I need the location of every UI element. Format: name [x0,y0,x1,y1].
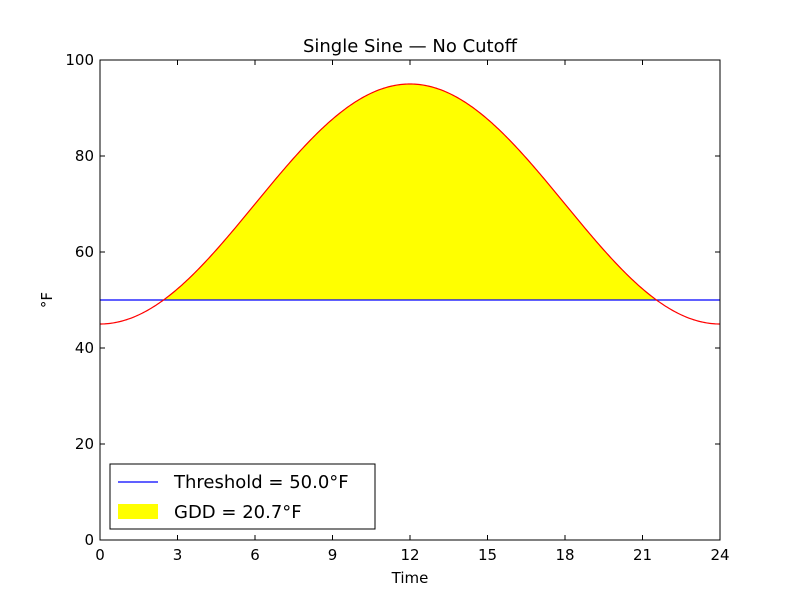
y-axis-label: °F [38,292,56,308]
x-tick-label: 6 [250,546,260,564]
y-tick-label: 40 [75,339,94,357]
legend-gdd-swatch [118,504,158,519]
x-tick-label: 18 [555,546,574,564]
legend-threshold-label: Threshold = 50.0°F [173,472,349,493]
chart-title: Single Sine — No Cutoff [303,36,518,57]
gdd-fill-area [163,84,657,300]
x-tick-label: 9 [328,546,338,564]
x-tick-label: 21 [633,546,652,564]
x-axis-ticks: 0 3 6 9 12 15 18 21 24 [95,60,730,564]
x-axis-label: Time [391,569,429,587]
legend-gdd-label: GDD = 20.7°F [174,502,302,523]
x-tick-label: 24 [710,546,729,564]
x-tick-label: 0 [95,546,105,564]
y-tick-label: 0 [84,531,94,549]
y-tick-label: 60 [75,243,94,261]
x-tick-label: 12 [400,546,419,564]
y-axis-ticks: 0 20 40 60 80 100 [65,51,720,549]
legend: Threshold = 50.0°F GDD = 20.7°F [109,463,376,530]
x-tick-label: 15 [478,546,497,564]
y-tick-label: 80 [75,147,94,165]
y-tick-label: 20 [75,435,94,453]
y-tick-label: 100 [65,51,94,69]
temperature-curve [99,83,721,325]
x-tick-label: 3 [173,546,183,564]
